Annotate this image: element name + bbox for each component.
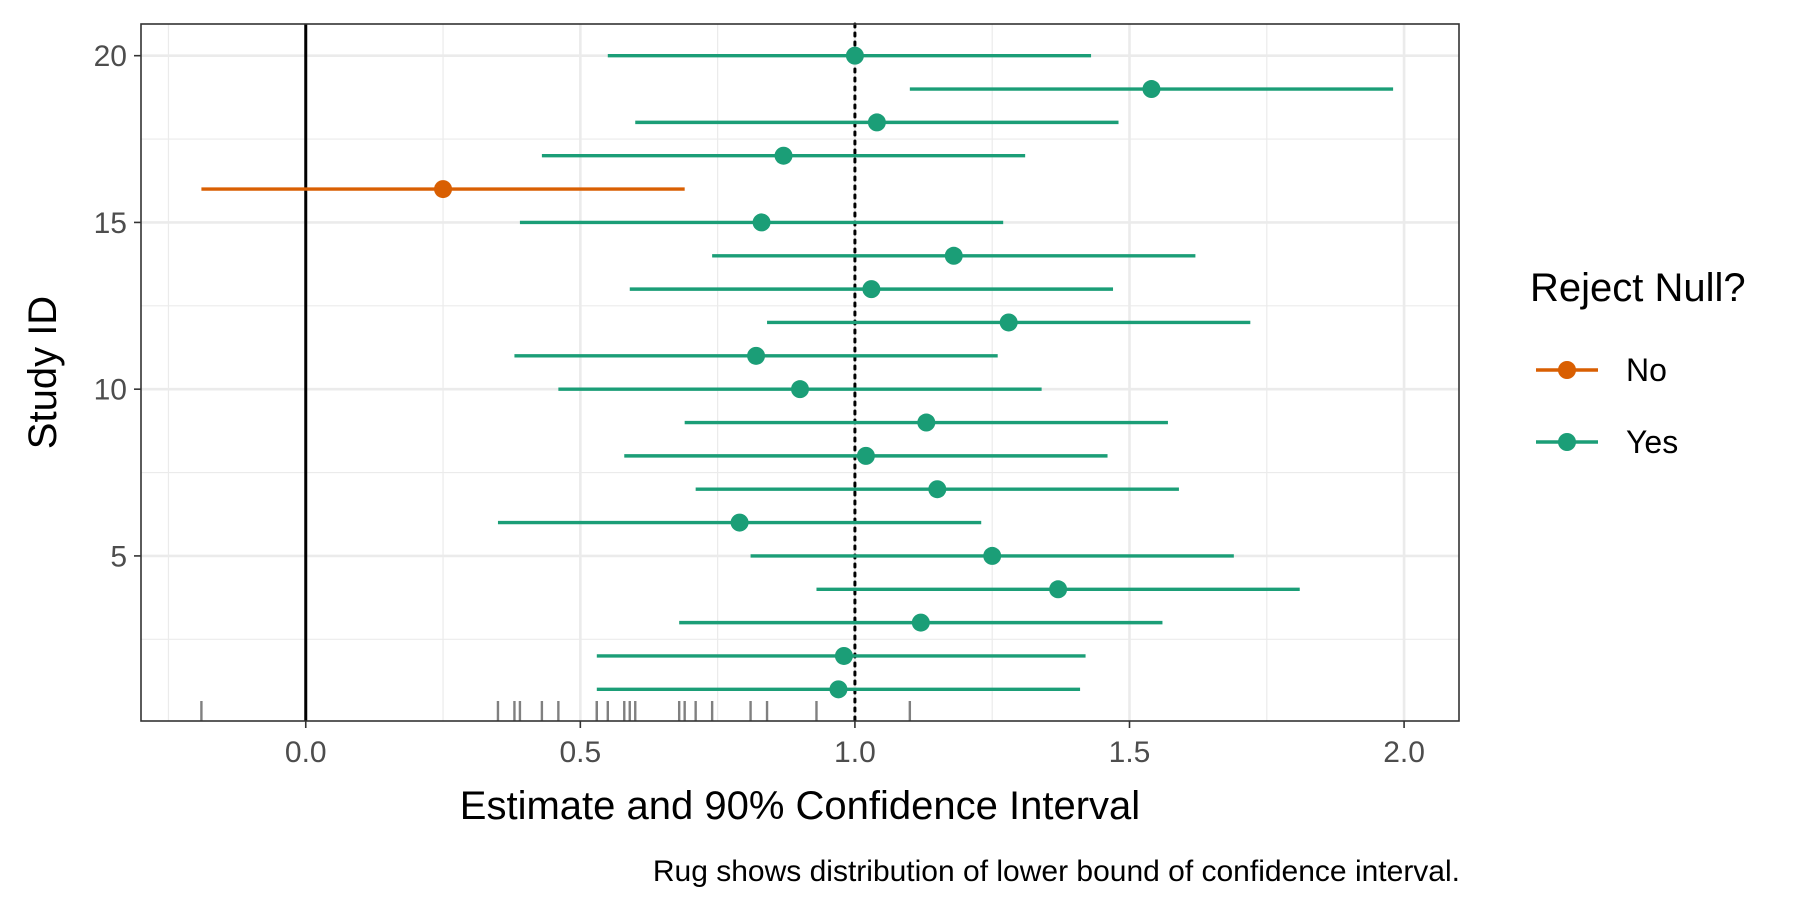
point-estimate [845, 46, 864, 65]
point-estimate [730, 513, 749, 532]
plot-panel-background [141, 24, 1459, 721]
series-layer [201, 46, 1394, 699]
point-estimate [434, 180, 453, 199]
rug-layer [200, 701, 912, 721]
legend-title: Reject Null? [1530, 266, 1746, 310]
point-estimate [867, 113, 886, 132]
reference-lines [304, 22, 857, 723]
point-estimate [791, 380, 809, 399]
point-estimate [829, 680, 848, 699]
y-axis: 5 10 15 20 [94, 40, 141, 573]
legend-key-point [1558, 433, 1576, 451]
legend: Reject Null? No Yes [1530, 266, 1746, 460]
x-tick-label: 0.0 [285, 736, 327, 769]
point-estimate [944, 246, 963, 265]
point-estimate [752, 213, 771, 232]
plot-panel-border [140, 23, 1460, 722]
y-tick-label: 10 [94, 374, 127, 407]
chart-caption: Rug shows distribution of lower bound of… [653, 855, 1460, 888]
y-tick-label: 15 [94, 207, 127, 240]
point-estimate [911, 613, 930, 632]
x-tick-label: 2.0 [1383, 736, 1425, 769]
x-axis-title: Estimate and 90% Confidence Interval [460, 784, 1140, 828]
point-estimate [928, 480, 947, 499]
legend-key-point [1558, 361, 1576, 379]
x-tick-label: 1.5 [1109, 736, 1151, 769]
point-estimate [862, 280, 881, 299]
point-estimate [834, 646, 853, 665]
point-estimate [774, 146, 793, 165]
x-axis: 0.0 0.5 1.0 1.5 2.0 [285, 721, 1425, 769]
y-tick-label: 5 [110, 540, 127, 573]
x-tick-label: 0.5 [559, 736, 601, 769]
legend-entry-label: No [1626, 352, 1667, 388]
point-estimate [917, 413, 936, 432]
point-estimate [983, 546, 1002, 565]
x-tick-label: 1.0 [834, 736, 876, 769]
y-axis-title: Study ID [21, 296, 65, 449]
point-estimate [1142, 80, 1161, 99]
point-estimate [856, 446, 875, 465]
legend-entry-label: Yes [1626, 424, 1678, 460]
y-tick-label: 20 [94, 40, 127, 73]
point-estimate [747, 346, 766, 365]
point-estimate [1049, 580, 1068, 599]
point-estimate [999, 313, 1018, 332]
